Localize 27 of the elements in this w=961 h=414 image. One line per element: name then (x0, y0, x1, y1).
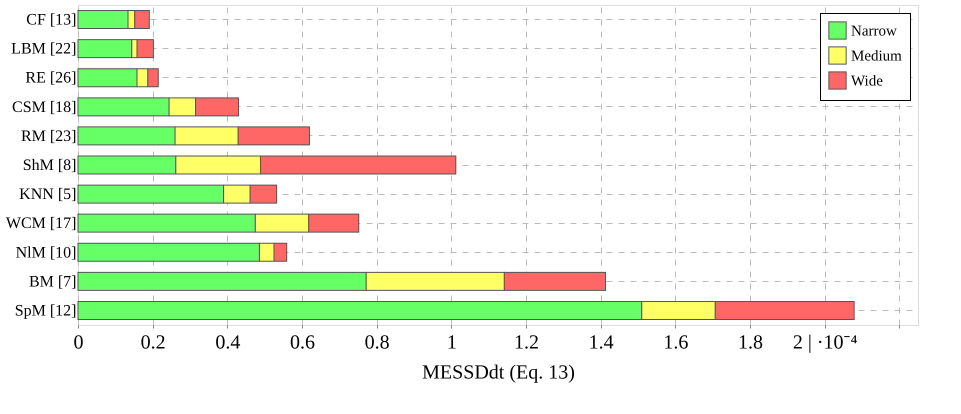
x-tick-label: 0.4 (215, 332, 240, 354)
y-tick-label: CF [13] (26, 12, 76, 29)
y-tick-label: SpM [12] (14, 302, 76, 320)
legend-label: Wide (851, 74, 884, 90)
y-tick-label: NlM [10] (16, 244, 76, 262)
y-tick-label: RE [26] (25, 70, 76, 87)
y-tick-label: RM [23] (20, 128, 76, 145)
legend-label: Narrow (851, 24, 897, 40)
legend-label: Medium (851, 48, 902, 64)
x-tick-label: 1.6 (663, 332, 688, 354)
y-tick-label: WCM [17] (6, 215, 76, 232)
y-tick-label: KNN [5] (19, 186, 76, 204)
y-tick-label: ShM [8] (22, 157, 76, 174)
x-tick-label: 1 (446, 332, 457, 354)
x-tick-label: 1.8 (738, 332, 763, 354)
x-tick-label: 1.2 (514, 332, 539, 354)
x-tick-label: 0.8 (364, 332, 390, 354)
y-tick-label: CSM [18] (12, 98, 76, 116)
x-tick-label: 1.4 (588, 332, 614, 354)
x-tick-label: 0 (74, 332, 84, 354)
x-tick-label: 2 | ·10⁻⁴ (792, 332, 858, 354)
x-axis-title: MESSDdt (Eq. 13) (422, 362, 575, 384)
x-tick-label: 0.2 (140, 332, 166, 354)
y-tick-label: LBM [22] (11, 40, 76, 58)
x-tick-label: 0.6 (290, 332, 315, 354)
bar (78, 39, 132, 58)
y-tick-label: BM [7] (28, 273, 76, 290)
